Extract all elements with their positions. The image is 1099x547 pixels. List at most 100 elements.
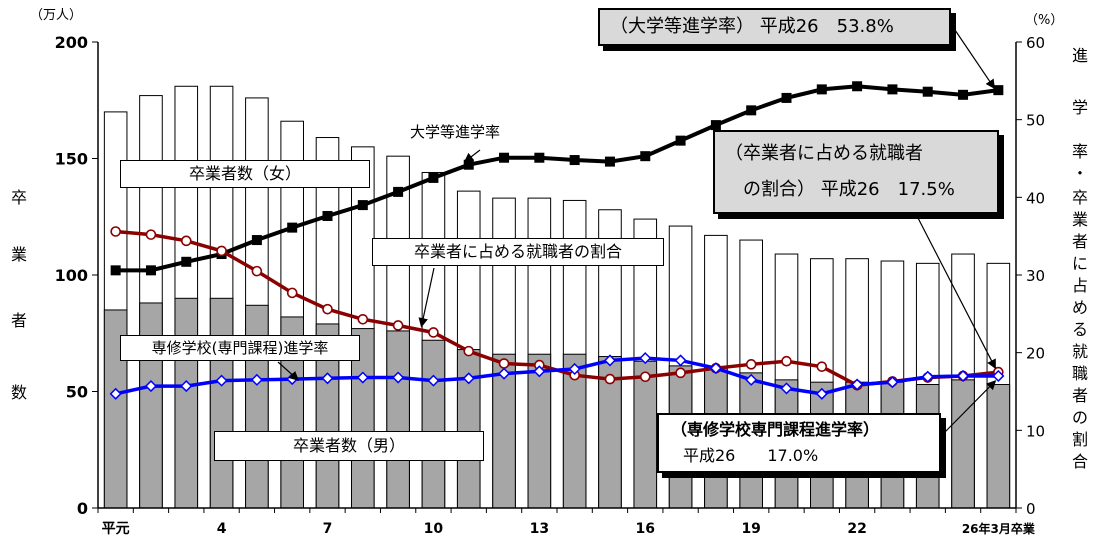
- leader-vocational-label: [277, 361, 300, 381]
- point-univ: [145, 265, 156, 276]
- x-tick-label: 平元: [102, 521, 130, 537]
- right-tick-label: 20: [1026, 345, 1045, 363]
- x-tick-label: 26年3月卒業: [962, 521, 1036, 536]
- leader-univ: [954, 29, 996, 90]
- bar-male: [633, 360, 658, 509]
- x-tick-label: 10: [424, 521, 444, 537]
- point-univ: [710, 120, 721, 131]
- point-univ: [428, 172, 439, 183]
- point-employ: [498, 358, 510, 369]
- left-tick-label: 200: [55, 33, 88, 52]
- label-univ-line: 大学等進学率: [410, 123, 501, 141]
- leader-univ-label: [463, 149, 481, 163]
- point-employ: [675, 367, 686, 379]
- right-axis-title-char: 者: [1071, 386, 1088, 405]
- x-tick-label: 4: [217, 521, 227, 537]
- point-univ: [604, 156, 615, 167]
- left-axis-unit: （万人）: [30, 8, 83, 23]
- tick-labels: 0 50 100 150 200 0 10 20 30 40 50 60 平元 4 7 10 13 16 19 22 2…: [55, 33, 1046, 537]
- line-series: [109, 81, 1005, 400]
- point-employ: [322, 303, 333, 315]
- point-employ: [604, 373, 616, 385]
- point-vocational: [215, 374, 228, 387]
- callout-vocational-line2: 平成26 17.0%: [683, 446, 819, 465]
- point-employ: [639, 371, 651, 383]
- point-vocational: [497, 367, 511, 380]
- bar-male: [139, 302, 163, 509]
- x-tick-label: 13: [530, 521, 549, 537]
- point-vocational: [356, 371, 369, 384]
- point-univ: [922, 86, 933, 97]
- point-vocational: [956, 369, 970, 383]
- right-tick-label: 10: [1026, 422, 1045, 440]
- left-tick-label: 50: [66, 383, 88, 402]
- point-vocational: [180, 380, 193, 393]
- left-axis-title-char: 数: [10, 383, 27, 402]
- point-vocational: [603, 354, 617, 367]
- callout-employ-line2: の割合） 平成26 17.5%: [743, 179, 955, 200]
- point-univ: [534, 152, 545, 163]
- point-vocational: [745, 373, 758, 386]
- point-univ: [781, 92, 792, 103]
- point-univ: [357, 200, 368, 211]
- bars-male-series: [103, 297, 1011, 509]
- right-axis-title-char: ・: [1071, 164, 1088, 183]
- point-employ: [286, 287, 298, 299]
- point-univ: [393, 186, 404, 197]
- point-vocational: [886, 376, 899, 389]
- left-tick-label: 0: [77, 499, 88, 518]
- point-vocational: [815, 387, 828, 400]
- point-vocational: [639, 352, 652, 365]
- right-axis-unit: （%）: [1025, 13, 1064, 28]
- right-axis-title-char: る: [1071, 320, 1088, 339]
- right-tick-label: 30: [1026, 267, 1045, 285]
- point-vocational: [462, 372, 475, 385]
- point-employ: [816, 361, 828, 372]
- point-univ: [640, 151, 651, 162]
- point-univ: [181, 256, 192, 267]
- point-univ: [852, 81, 863, 92]
- point-vocational: [144, 380, 158, 393]
- leader-employ: [917, 217, 996, 370]
- point-employ: [145, 229, 157, 240]
- right-axis-title-char: 学: [1071, 98, 1088, 117]
- point-employ: [392, 320, 404, 331]
- point-vocational: [568, 362, 581, 376]
- point-employ: [745, 359, 757, 370]
- leader-arrows: [277, 29, 997, 433]
- right-axis-title-char: 職: [1071, 364, 1088, 383]
- left-axis-title-char: 業: [10, 245, 27, 264]
- point-employ: [110, 226, 121, 237]
- bar-male: [386, 330, 410, 509]
- point-vocational: [109, 387, 122, 400]
- point-univ: [958, 89, 969, 100]
- bar-male: [986, 384, 1011, 509]
- callout-employ: （卒業者に占める就職者 の割合） 平成26 17.5%: [713, 130, 999, 214]
- callout-employ-line1: （卒業者に占める就職者: [725, 143, 923, 164]
- right-axis-title-char: 進: [1071, 46, 1088, 65]
- point-vocational: [851, 378, 864, 391]
- axes: [92, 41, 1022, 513]
- point-univ: [499, 152, 510, 163]
- callout-univ: （大学等進学率） 平成26 53.8%: [598, 8, 951, 46]
- right-tick-label: 60: [1026, 34, 1045, 52]
- point-vocational: [392, 371, 405, 384]
- right-axis-title-char: 占: [1071, 276, 1088, 295]
- point-univ: [251, 235, 262, 246]
- label-vocational-line: 専修学校(専門課程)進学率: [120, 335, 360, 361]
- leader-employ-label: [418, 267, 435, 328]
- point-univ: [322, 210, 333, 221]
- right-tick-label: 0: [1026, 500, 1036, 518]
- left-axis-title-char: 卒: [10, 188, 27, 207]
- right-axis-title-char: 割: [1071, 430, 1088, 449]
- point-vocational: [921, 370, 934, 383]
- x-tick-label: 19: [741, 521, 760, 537]
- bar-male: [951, 379, 975, 509]
- right-axis-title-char: 者: [1071, 232, 1088, 251]
- right-tick-label: 50: [1026, 112, 1045, 130]
- label-employ-line: 卒業者に占める就職者の割合: [372, 238, 664, 266]
- point-employ: [463, 345, 475, 357]
- point-univ: [675, 135, 686, 146]
- bar-male: [209, 297, 234, 509]
- point-employ: [428, 327, 439, 338]
